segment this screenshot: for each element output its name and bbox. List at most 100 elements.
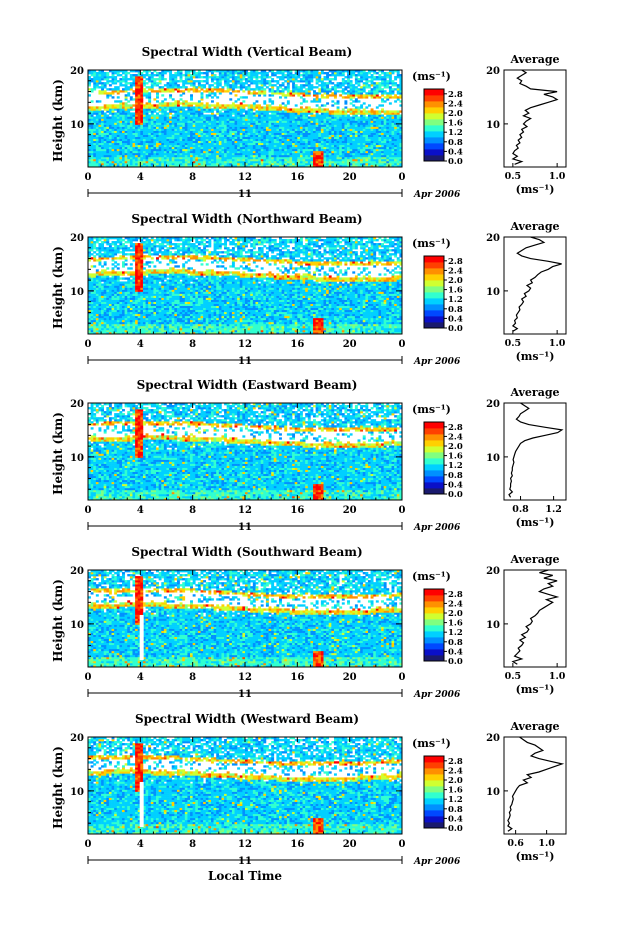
heatmap-cell <box>206 131 209 133</box>
heatmap-cell <box>91 163 94 165</box>
heatmap-cell <box>308 137 311 139</box>
heatmap-cell <box>292 157 295 159</box>
heatmap-cell <box>255 159 258 161</box>
heatmap-cell <box>394 100 397 102</box>
heatmap-cell <box>305 145 308 147</box>
heatmap-cell <box>245 88 248 90</box>
heatmap-cell <box>305 112 308 114</box>
heatmap-cell <box>303 119 306 121</box>
heatmap-cell <box>276 153 279 155</box>
heatmap-cell <box>303 153 306 155</box>
heatmap-cell <box>329 153 332 155</box>
heatmap-cell <box>219 127 222 129</box>
heatmap-cell <box>276 129 279 131</box>
heatmap-cell <box>169 133 172 135</box>
heatmap-cell <box>389 121 392 123</box>
heatmap-cell <box>316 82 319 84</box>
heatmap-cell <box>132 163 135 165</box>
heatmap-cell <box>187 110 190 112</box>
heatmap-cell <box>161 151 164 153</box>
heatmap-cell <box>153 80 156 82</box>
heatmap-cell <box>303 131 306 133</box>
heatmap-cell <box>363 159 366 161</box>
heatmap-cell <box>106 76 109 78</box>
heatmap-cell <box>96 72 99 74</box>
heatmap-cell <box>269 147 272 149</box>
heatmap-cell <box>308 153 311 155</box>
heatmap-cell <box>101 82 104 84</box>
heatmap-cell <box>98 143 101 145</box>
heatmap-cell <box>266 129 269 131</box>
colorbar-tick-label: 1.6 <box>448 119 463 129</box>
heatmap-cell <box>112 149 115 151</box>
heatmap-cell <box>208 123 211 125</box>
heatmap-cell <box>279 104 282 106</box>
heatmap-cell <box>326 114 329 116</box>
heatmap-cell <box>258 82 261 84</box>
heatmap-cell <box>93 141 96 143</box>
heatmap-cell <box>201 137 204 139</box>
heatmap-cell <box>310 112 313 114</box>
heatmap-cell <box>360 139 363 141</box>
heatmap-cell <box>316 133 319 135</box>
heatmap-cell <box>193 102 196 104</box>
heatmap-cell <box>316 139 319 141</box>
heatmap-cell <box>235 104 238 106</box>
heatmap-cell <box>112 125 115 127</box>
heatmap-cell <box>195 72 198 74</box>
heatmap-cell <box>221 127 224 129</box>
heatmap-cell <box>167 129 170 131</box>
heatmap-cell <box>161 147 164 149</box>
heatmap-cell <box>216 159 219 161</box>
heatmap-cell <box>305 106 308 108</box>
heatmap-cell <box>326 141 329 143</box>
heatmap-cell <box>329 121 332 123</box>
heatmap-cell <box>339 135 342 137</box>
heatmap-cell <box>182 129 185 131</box>
heatmap-cell <box>339 151 342 153</box>
heatmap-cell <box>350 80 353 82</box>
heatmap-cell <box>211 108 214 110</box>
heatmap-cell <box>253 143 256 145</box>
heatmap-cell <box>195 121 198 123</box>
heatmap-cell <box>378 114 381 116</box>
heatmap-cell <box>198 110 201 112</box>
heatmap-cell <box>392 116 395 118</box>
heatmap-cell <box>263 80 266 82</box>
heatmap-cell <box>148 157 151 159</box>
heatmap-cell <box>376 82 379 84</box>
heatmap-cell <box>177 108 180 110</box>
heatmap-cell <box>297 141 300 143</box>
heatmap-cell <box>235 114 238 116</box>
heatmap-cell <box>148 141 151 143</box>
heatmap-cell <box>316 80 319 82</box>
heatmap-cell <box>235 159 238 161</box>
heatmap-cell <box>313 100 316 102</box>
heatmap-cell <box>326 88 329 90</box>
heatmap-cell <box>324 131 327 133</box>
heatmap-cell <box>164 145 167 147</box>
heatmap-cell <box>125 102 128 104</box>
heatmap-cell <box>146 112 149 114</box>
heatmap-cell <box>96 76 99 78</box>
heatmap-cell <box>208 119 211 121</box>
heatmap-cell <box>138 96 141 98</box>
heatmap-cell <box>203 110 206 112</box>
heatmap-cell <box>263 131 266 133</box>
heatmap-cell <box>381 76 384 78</box>
heatmap-cell <box>224 116 227 118</box>
heatmap-cell <box>363 110 366 112</box>
heatmap-cell <box>198 139 201 141</box>
heatmap-cell <box>300 78 303 80</box>
heatmap-cell <box>263 76 266 78</box>
heatmap-cell <box>324 119 327 121</box>
heatmap-cell <box>130 159 133 161</box>
heatmap-cell <box>245 86 248 88</box>
heatmap-cell <box>339 149 342 151</box>
heatmap-cell <box>266 135 269 137</box>
heatmap-cell <box>214 104 217 106</box>
heatmap-cell <box>229 133 232 135</box>
heatmap-cell <box>250 119 253 121</box>
heatmap-cell <box>282 137 285 139</box>
heatmap-cell <box>258 76 261 78</box>
